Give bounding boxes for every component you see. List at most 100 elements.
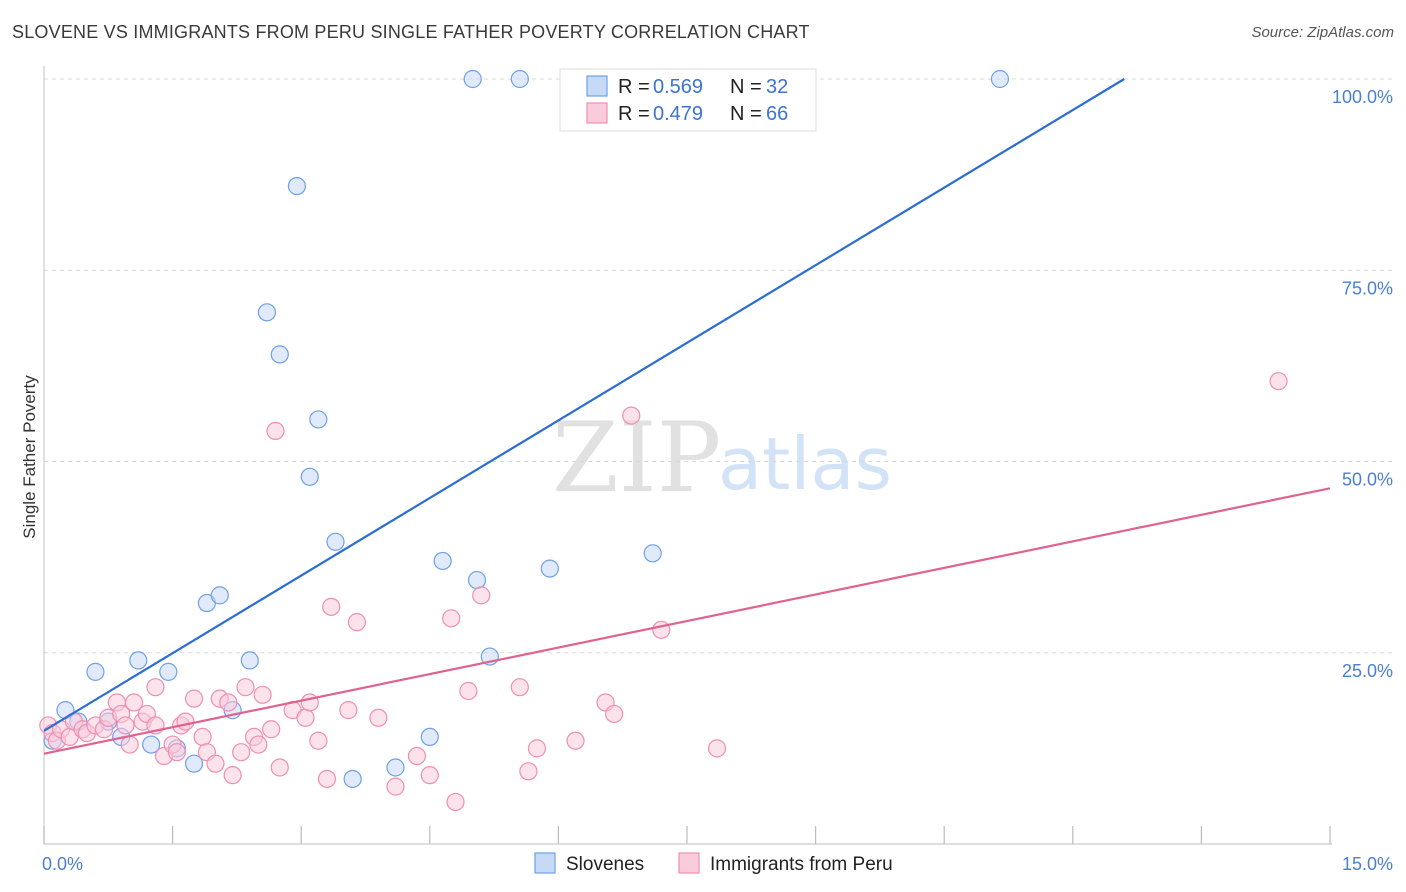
y-tick-labels: 25.0% 50.0% 75.0% 100.0% — [1332, 87, 1393, 681]
point-slovenes — [129, 651, 148, 670]
point-peru — [270, 758, 289, 777]
legend-n-value-slovenes: 32 — [766, 76, 788, 98]
point-peru — [1269, 372, 1288, 391]
point-slovenes — [420, 727, 439, 747]
point-slovenes — [643, 544, 662, 563]
point-slovenes — [463, 69, 482, 89]
point-slovenes — [240, 651, 259, 670]
point-peru — [124, 693, 144, 712]
point-slovenes — [309, 410, 328, 429]
point-slovenes — [270, 345, 289, 364]
point-peru — [472, 586, 491, 605]
y-tick-label: 100.0% — [1332, 87, 1393, 107]
point-peru — [317, 769, 337, 789]
legend-n-label: N = — [730, 103, 762, 125]
chart-title: SLOVENE VS IMMIGRANTS FROM PERU SINGLE F… — [12, 22, 810, 42]
point-slovenes — [184, 754, 204, 773]
point-slovenes — [433, 551, 452, 571]
point-slovenes — [467, 570, 487, 590]
series-legend-label-slovenes: Slovenes — [566, 854, 644, 875]
point-peru — [369, 708, 388, 727]
legend-r-label: R = — [618, 103, 650, 125]
legend-r-value-slovenes: 0.569 — [653, 76, 703, 98]
point-peru — [442, 609, 461, 628]
point-slovenes — [210, 586, 229, 605]
point-peru — [347, 613, 367, 632]
point-slovenes — [159, 662, 178, 681]
series-legend-swatch-peru — [678, 852, 700, 874]
legend-r-label: R = — [618, 76, 650, 98]
point-peru — [519, 762, 538, 781]
series-legend-swatch-slovenes — [534, 852, 556, 874]
axes — [43, 66, 1332, 845]
legend-swatch-peru — [586, 102, 608, 124]
y-tick-label: 25.0% — [1342, 661, 1393, 681]
point-slovenes — [386, 758, 405, 777]
legend-n-label: N = — [730, 76, 762, 98]
correlation-legend: R = 0.569 N = 32 R = 0.479 N = 66 — [559, 68, 817, 132]
point-peru — [407, 746, 427, 766]
point-slovenes — [343, 769, 362, 789]
point-peru — [262, 720, 281, 739]
point-slovenes — [990, 69, 1010, 89]
series-peru-points — [39, 372, 1288, 812]
legend-r-value-peru: 0.479 — [653, 103, 703, 125]
point-peru — [296, 708, 315, 727]
point-peru — [339, 701, 358, 720]
point-peru — [219, 693, 238, 712]
point-peru — [459, 681, 478, 701]
point-peru — [420, 766, 439, 785]
legend-n-value-peru: 66 — [766, 103, 788, 125]
x-tick-label: 15.0% — [1342, 854, 1393, 874]
point-peru — [309, 731, 328, 750]
point-slovenes — [86, 662, 105, 681]
point-peru — [527, 739, 547, 758]
point-peru — [176, 712, 195, 731]
point-peru — [116, 716, 135, 735]
source-credit: Source: ZipAtlas.com — [1251, 24, 1394, 41]
point-peru — [249, 735, 268, 754]
point-slovenes — [142, 735, 161, 754]
point-peru — [605, 704, 624, 724]
point-slovenes — [257, 303, 277, 322]
x-tick-labels: 0.0% 15.0% — [42, 854, 1393, 874]
point-peru — [566, 731, 585, 750]
series-legend: Slovenes Immigrants from Peru — [534, 852, 893, 875]
point-peru — [236, 678, 255, 697]
series-legend-label-peru: Immigrants from Peru — [710, 854, 893, 875]
point-peru — [206, 754, 225, 773]
trendlines — [43, 78, 1331, 755]
point-peru — [167, 743, 186, 762]
point-peru — [193, 727, 212, 747]
y-axis-label: Single Father Poverty — [20, 375, 39, 539]
point-peru — [266, 421, 285, 440]
point-peru — [446, 792, 465, 812]
point-slovenes — [326, 532, 345, 551]
point-slovenes — [287, 177, 307, 196]
trendline-slovenes — [43, 78, 1125, 732]
point-slovenes — [510, 69, 529, 89]
point-peru — [652, 620, 671, 639]
point-peru — [120, 735, 139, 754]
y-tick-label: 50.0% — [1342, 470, 1393, 490]
point-peru — [622, 406, 641, 425]
y-tick-label: 75.0% — [1342, 278, 1393, 298]
point-slovenes — [540, 559, 559, 578]
point-peru — [146, 678, 165, 697]
legend-swatch-slovenes — [586, 75, 608, 97]
gridlines — [44, 78, 1395, 654]
point-peru — [184, 689, 204, 708]
point-peru — [386, 777, 405, 796]
point-peru — [510, 678, 529, 697]
point-peru — [253, 685, 272, 704]
point-slovenes — [300, 467, 319, 486]
point-peru — [232, 743, 251, 762]
point-peru — [707, 739, 727, 758]
trendline-peru — [43, 487, 1331, 755]
point-peru — [322, 597, 341, 616]
point-peru — [223, 766, 242, 785]
x-tick-label: 0.0% — [42, 854, 83, 874]
watermark: ZIP atlas — [552, 402, 892, 514]
watermark-atlas: atlas — [718, 422, 892, 506]
